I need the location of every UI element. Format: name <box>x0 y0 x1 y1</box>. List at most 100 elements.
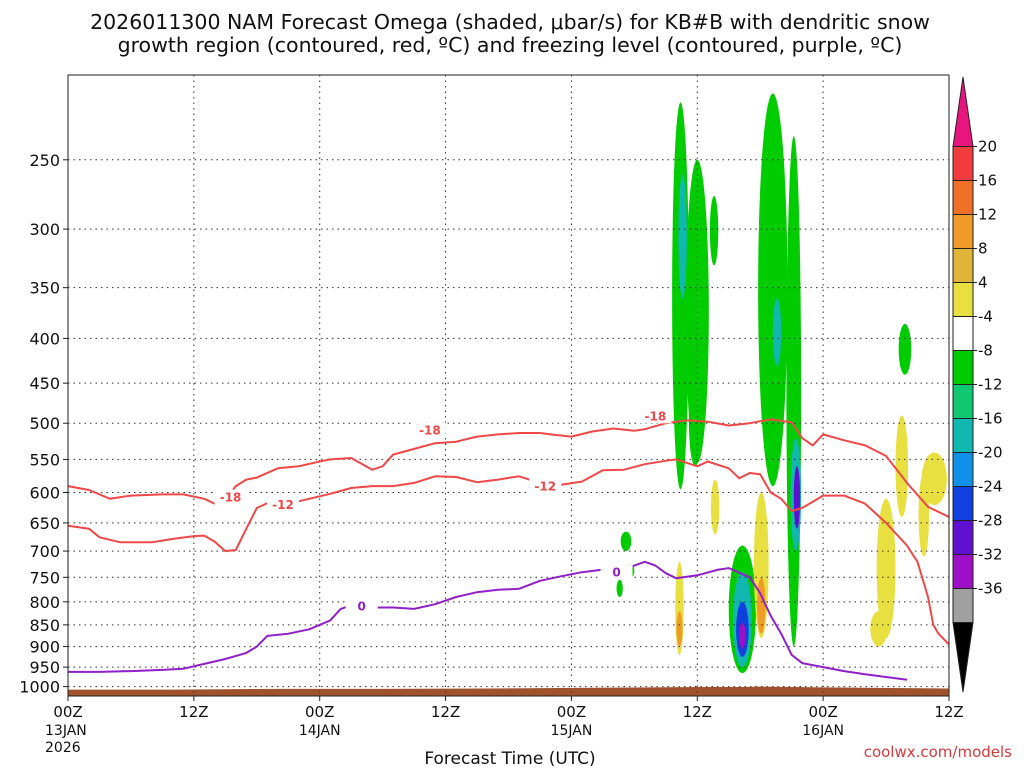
contour-label-0: 0 <box>612 566 620 580</box>
xtick-date-label: 15JAN <box>551 723 593 739</box>
ytick-label: 250 <box>29 151 60 170</box>
ytick-label: 300 <box>29 220 60 239</box>
ytick-label: 1000 <box>19 678 60 697</box>
colorbar-band <box>952 452 974 487</box>
omega-region-23 <box>895 415 909 518</box>
colorbar-band <box>952 282 974 317</box>
colorbar-label: 20 <box>978 138 997 156</box>
xtick-label: 00Z <box>305 703 334 721</box>
colorbar-label: -12 <box>978 376 1003 394</box>
xtick-label: 12Z <box>934 703 963 721</box>
omega-region-15 <box>616 579 623 598</box>
colorbar-band <box>952 486 974 521</box>
colorbar-top-arrow <box>952 76 974 147</box>
colorbar-label: -20 <box>978 444 1003 462</box>
colorbar-label: 8 <box>978 240 988 258</box>
xtick-date-label: 13JAN <box>45 723 87 739</box>
xtick-year-label: 2026 <box>45 740 81 756</box>
omega-region-17 <box>898 323 912 375</box>
ytick-label: 500 <box>29 414 60 433</box>
ytick-label: 800 <box>29 593 60 612</box>
chart-title-line-2: growth region (contoured, red, ºC) and f… <box>118 33 903 57</box>
ytick-label: 650 <box>29 514 60 533</box>
contour-layer: -18 -18 -18 -12 -12 0 0 <box>67 408 950 681</box>
omega-region-3 <box>709 196 719 266</box>
colorbar-band <box>952 350 974 385</box>
omega-shading-layer <box>616 93 947 674</box>
colorbar-label: -4 <box>978 308 993 326</box>
colorbar-band <box>952 418 974 453</box>
colorbar-band <box>952 248 974 283</box>
colorbar-label: 16 <box>978 172 997 190</box>
contour-label-bg <box>639 408 672 424</box>
colorbar-band <box>952 520 974 555</box>
omega-region-2 <box>678 174 687 299</box>
colorbar-band <box>952 146 974 181</box>
xtick-label: 12Z <box>179 703 208 721</box>
omega-region-6 <box>772 298 782 366</box>
colorbar-band <box>952 554 974 589</box>
grid-layer <box>68 75 949 696</box>
ytick-label: 400 <box>29 329 60 348</box>
colorbar-label: -8 <box>978 342 993 360</box>
omega-region-14 <box>620 531 632 552</box>
xtick-label: 00Z <box>53 703 82 721</box>
contour-label-0: 0 <box>357 600 365 614</box>
colorbar-bottom-arrow <box>952 622 974 693</box>
ytick-label: 850 <box>29 616 60 635</box>
ytick-label: 550 <box>29 450 60 469</box>
colorbar-label: -24 <box>978 478 1003 496</box>
omega-region-19 <box>676 611 683 647</box>
omega-region-27 <box>918 473 930 557</box>
terrain-layer <box>68 686 949 696</box>
ytick-label: 750 <box>29 568 60 587</box>
colorbar-band <box>952 588 974 623</box>
contour-label--18: -18 <box>644 409 666 423</box>
colorbar-band <box>952 384 974 419</box>
colorbar-label: 4 <box>978 274 988 292</box>
contour-label-bg <box>600 564 633 580</box>
colorbar-band <box>952 180 974 215</box>
contour-label-bg <box>345 598 378 614</box>
ytick-label: 950 <box>29 658 60 677</box>
ytick-label: 600 <box>29 483 60 502</box>
colorbar-label: 12 <box>978 206 997 224</box>
contour-line-0 <box>68 560 908 681</box>
contour-label-bg <box>529 478 562 494</box>
colorbar-label: -28 <box>978 512 1003 530</box>
xtick-label: 12Z <box>683 703 712 721</box>
xtick-label: 00Z <box>557 703 586 721</box>
contour-label--12: -12 <box>534 480 556 494</box>
xtick-label: 12Z <box>431 703 460 721</box>
contour-label-bg <box>214 489 247 505</box>
contour-label-bg <box>267 496 300 512</box>
colorbar-label: -16 <box>978 410 1003 428</box>
omega-region-7 <box>786 136 802 647</box>
omega-region-24 <box>876 498 896 639</box>
y-axis: 250 300 350 400 450 500 550 600 650 700 750 800 850 9… <box>19 151 68 697</box>
xtick-date-label: 16JAN <box>802 723 844 739</box>
colorbar-band <box>952 214 974 249</box>
contour-label--18: -18 <box>419 424 441 438</box>
omega-region-25 <box>870 611 888 647</box>
plot-frame <box>67 74 950 697</box>
colorbar-label: -32 <box>978 546 1003 564</box>
credit-text: coolwx.com/models <box>864 743 1012 761</box>
ytick-label: 450 <box>29 374 60 393</box>
contour-label--12: -12 <box>272 498 294 512</box>
omega-region-9 <box>793 466 801 529</box>
omega-region-20 <box>710 479 720 535</box>
terrain-fill <box>68 686 949 696</box>
ytick-label: 700 <box>29 542 60 561</box>
colorbar: 20 16 12 8 4 -4 -8 -12 -16 -20 -24 -28 -32 -36 <box>952 76 1003 693</box>
colorbar-band <box>952 316 974 351</box>
x-axis-label: Forecast Time (UTC) <box>424 749 595 768</box>
contour-line--18 <box>67 418 950 518</box>
chart-title-line-1: 2026011300 NAM Forecast Omega (shaded, μ… <box>90 10 930 34</box>
xtick-label: 00Z <box>808 703 837 721</box>
omega-region-5 <box>758 93 788 487</box>
omega-region-13 <box>739 622 746 649</box>
ytick-label: 900 <box>29 638 60 657</box>
ytick-label: 350 <box>29 279 60 298</box>
